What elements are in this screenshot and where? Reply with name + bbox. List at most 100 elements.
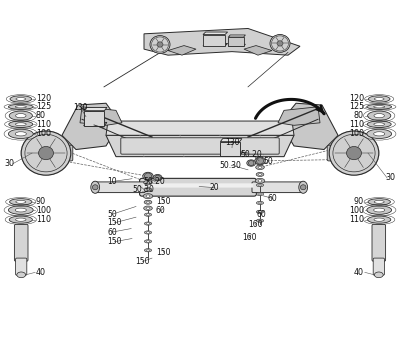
- Text: 50.30: 50.30: [132, 185, 154, 194]
- Ellipse shape: [277, 41, 283, 46]
- Ellipse shape: [256, 184, 264, 187]
- Ellipse shape: [256, 172, 264, 177]
- Ellipse shape: [144, 213, 152, 216]
- Ellipse shape: [20, 130, 72, 176]
- Ellipse shape: [367, 121, 391, 127]
- Ellipse shape: [368, 217, 391, 223]
- FancyBboxPatch shape: [228, 37, 244, 46]
- Ellipse shape: [15, 208, 26, 212]
- Ellipse shape: [256, 201, 264, 204]
- Ellipse shape: [368, 96, 390, 102]
- Text: 130: 130: [225, 138, 240, 147]
- Ellipse shape: [368, 199, 390, 205]
- Ellipse shape: [15, 106, 26, 108]
- Ellipse shape: [367, 104, 392, 109]
- Text: 110: 110: [36, 215, 51, 224]
- Ellipse shape: [374, 123, 384, 126]
- Text: 30: 30: [385, 173, 395, 183]
- Ellipse shape: [10, 97, 32, 102]
- Ellipse shape: [300, 185, 306, 190]
- Polygon shape: [244, 46, 272, 55]
- Text: 100: 100: [349, 205, 364, 215]
- Text: 125: 125: [36, 102, 51, 111]
- Ellipse shape: [144, 231, 152, 234]
- Ellipse shape: [258, 166, 262, 168]
- FancyBboxPatch shape: [84, 111, 104, 126]
- Ellipse shape: [144, 222, 152, 225]
- Ellipse shape: [10, 200, 32, 205]
- Ellipse shape: [259, 202, 262, 204]
- Ellipse shape: [146, 182, 150, 184]
- Polygon shape: [278, 107, 320, 125]
- Polygon shape: [228, 44, 246, 46]
- Ellipse shape: [8, 207, 33, 214]
- Text: 50: 50: [263, 157, 273, 166]
- Ellipse shape: [9, 217, 32, 223]
- Ellipse shape: [259, 211, 262, 213]
- Text: 40: 40: [36, 268, 46, 277]
- Ellipse shape: [256, 210, 264, 214]
- Ellipse shape: [270, 34, 290, 53]
- Text: 100: 100: [36, 129, 51, 138]
- Ellipse shape: [248, 161, 254, 166]
- Text: 80: 80: [36, 111, 46, 120]
- Polygon shape: [144, 28, 300, 55]
- Ellipse shape: [367, 207, 392, 214]
- Ellipse shape: [329, 131, 379, 175]
- Text: 100: 100: [36, 205, 51, 215]
- Ellipse shape: [146, 241, 150, 242]
- Ellipse shape: [144, 188, 152, 192]
- Ellipse shape: [8, 206, 33, 214]
- FancyBboxPatch shape: [54, 145, 73, 161]
- Ellipse shape: [255, 178, 265, 183]
- Ellipse shape: [9, 121, 33, 127]
- Ellipse shape: [17, 272, 26, 278]
- Text: 130: 130: [73, 103, 88, 112]
- Text: 110: 110: [349, 215, 364, 224]
- FancyBboxPatch shape: [140, 178, 256, 196]
- Text: 150: 150: [156, 197, 170, 206]
- Polygon shape: [220, 153, 242, 156]
- Ellipse shape: [374, 114, 384, 118]
- Ellipse shape: [247, 160, 256, 166]
- Ellipse shape: [367, 105, 392, 109]
- Ellipse shape: [374, 106, 385, 108]
- Ellipse shape: [146, 214, 150, 215]
- Ellipse shape: [144, 206, 152, 210]
- Text: 80: 80: [354, 111, 364, 120]
- Text: 160: 160: [242, 233, 256, 242]
- Ellipse shape: [8, 131, 33, 138]
- Ellipse shape: [146, 250, 150, 251]
- FancyBboxPatch shape: [93, 182, 145, 193]
- Text: 110: 110: [36, 120, 51, 129]
- Text: 100: 100: [349, 129, 364, 138]
- FancyBboxPatch shape: [203, 35, 225, 46]
- Ellipse shape: [146, 201, 150, 203]
- Ellipse shape: [8, 105, 33, 109]
- Text: 90: 90: [354, 197, 364, 206]
- Ellipse shape: [259, 193, 262, 195]
- Text: 50.30: 50.30: [219, 161, 241, 170]
- Polygon shape: [84, 122, 107, 126]
- Text: 150: 150: [107, 218, 122, 227]
- Ellipse shape: [299, 181, 308, 193]
- FancyBboxPatch shape: [143, 183, 253, 188]
- Text: 125: 125: [349, 102, 364, 111]
- Text: 10: 10: [107, 177, 117, 186]
- Ellipse shape: [92, 185, 98, 190]
- FancyBboxPatch shape: [373, 258, 384, 275]
- Text: 150: 150: [135, 257, 150, 266]
- Ellipse shape: [259, 220, 262, 221]
- Ellipse shape: [9, 216, 32, 223]
- Ellipse shape: [153, 174, 162, 181]
- Ellipse shape: [374, 218, 384, 221]
- Ellipse shape: [16, 114, 26, 118]
- Text: 40: 40: [354, 268, 364, 277]
- Ellipse shape: [374, 272, 383, 278]
- Text: 50: 50: [107, 210, 117, 219]
- Ellipse shape: [256, 192, 264, 196]
- Ellipse shape: [10, 96, 32, 102]
- Polygon shape: [106, 135, 294, 157]
- Ellipse shape: [374, 132, 385, 136]
- Polygon shape: [228, 35, 246, 37]
